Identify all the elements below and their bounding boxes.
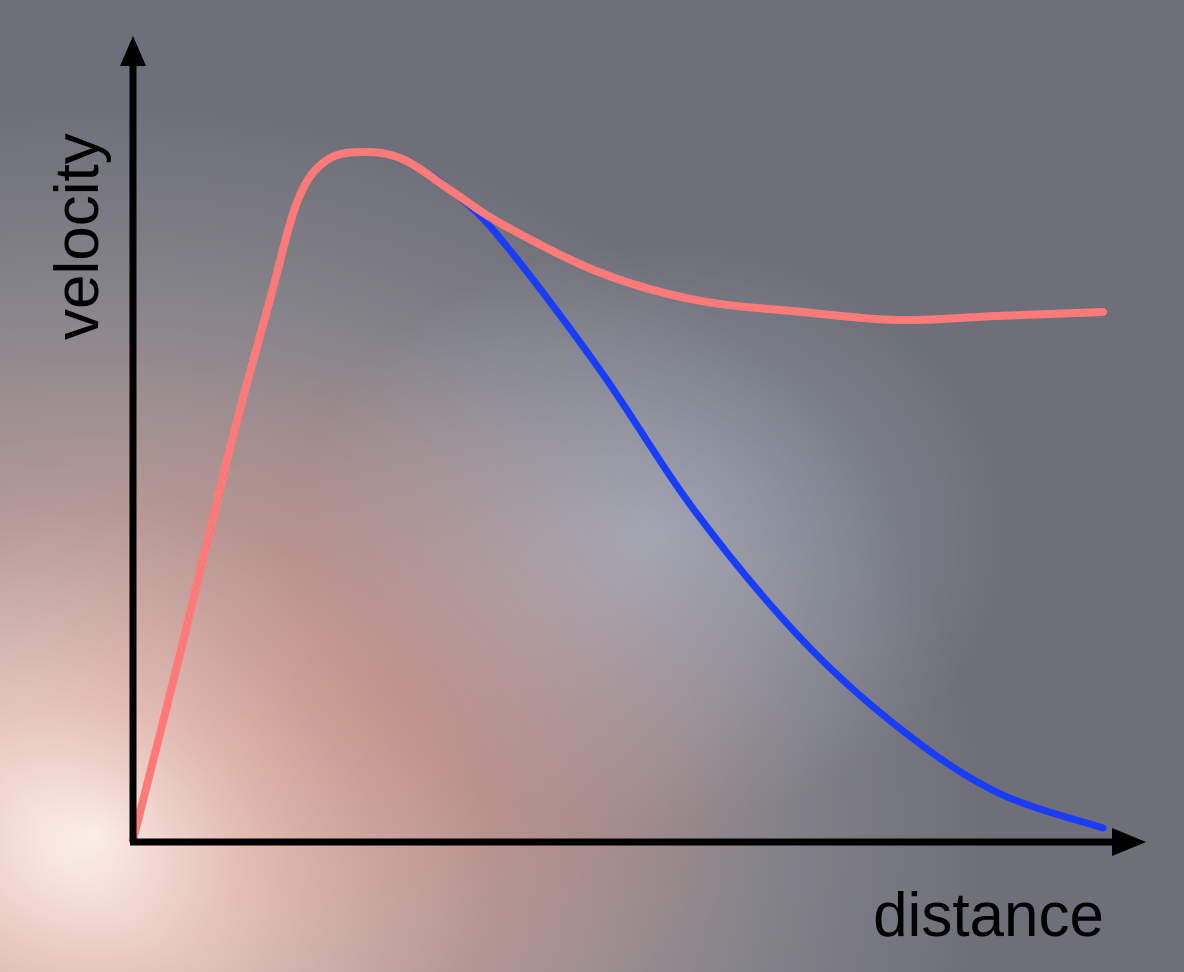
page: {"chart_data": {"type": "line", "x_label…: [0, 0, 1184, 972]
y-axis-label: velocity: [43, 133, 112, 340]
background-glow: [0, 0, 1184, 972]
chart: distance velocity: [0, 0, 1184, 972]
x-axis-label: distance: [873, 881, 1104, 950]
